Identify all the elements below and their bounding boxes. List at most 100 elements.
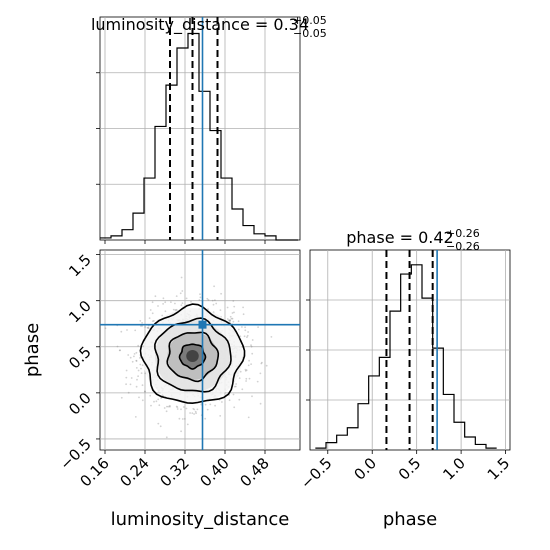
sample-point	[232, 393, 235, 396]
x-tick-label: 0.32	[156, 454, 192, 490]
sample-point	[242, 313, 245, 316]
sample-point	[151, 320, 154, 323]
sample-point	[207, 308, 209, 311]
sample-point	[165, 436, 168, 439]
sample-point	[245, 377, 248, 380]
sample-point	[140, 367, 142, 370]
sample-point	[134, 329, 137, 332]
sample-point	[168, 404, 171, 407]
sample-point	[231, 312, 234, 314]
sample-point	[190, 300, 192, 303]
sample-point	[116, 345, 119, 348]
sample-point	[146, 326, 149, 329]
sample-point	[153, 400, 155, 403]
sample-point	[120, 330, 123, 333]
hist-line-luminosity-distance	[100, 32, 298, 241]
sample-point	[139, 320, 142, 322]
sample-point	[141, 399, 144, 402]
sample-point	[226, 318, 229, 320]
title-sub-phase: −0.26	[446, 240, 480, 253]
sample-point	[160, 397, 163, 399]
sample-point	[229, 319, 232, 322]
sample-point	[235, 383, 238, 385]
sample-point	[144, 390, 146, 393]
sample-point	[133, 355, 135, 358]
sample-point	[193, 413, 196, 415]
sample-point	[250, 345, 253, 348]
sample-point	[181, 302, 184, 304]
sample-point	[177, 452, 179, 454]
sample-point	[245, 369, 248, 371]
y-tick-label: 0.0	[65, 389, 95, 419]
sample-point	[144, 326, 147, 328]
x-tick-label: 1.5	[484, 454, 514, 484]
sample-point	[138, 396, 140, 399]
sample-point	[234, 385, 237, 388]
sample-point	[151, 312, 154, 315]
sample-point	[130, 377, 133, 379]
sample-point	[129, 356, 132, 359]
sample-point	[127, 391, 130, 394]
sample-point	[198, 299, 201, 301]
title-phase: phase = 0.42	[346, 228, 453, 247]
contour-line	[166, 331, 220, 383]
sample-point	[158, 404, 161, 407]
title-sup-luminosity-distance: +0.05	[293, 14, 327, 27]
sample-point	[237, 328, 240, 331]
sample-point	[157, 422, 160, 425]
sample-point	[233, 305, 236, 308]
sample-point	[232, 300, 235, 302]
sample-point	[167, 405, 170, 408]
sample-point	[149, 394, 152, 397]
sample-point	[257, 326, 259, 328]
hist-panel-phase: −0.5 0.0 0.5 1.0 1.5 phase = 0.42 +0.26 −0.2…	[297, 227, 513, 530]
hist-panel-luminosity-distance: luminosity_distance = 0.34 +0.05 −0.05	[91, 14, 327, 244]
sample-point	[206, 297, 209, 300]
sample-point	[244, 329, 247, 332]
sample-point	[151, 301, 154, 304]
sample-point	[153, 320, 155, 322]
sample-point	[233, 406, 236, 409]
sample-point	[186, 423, 189, 426]
sample-point	[125, 369, 128, 372]
sample-point	[119, 349, 121, 352]
sample-point	[219, 415, 222, 417]
sample-point	[98, 351, 100, 353]
sample-point	[229, 315, 232, 318]
sample-point	[165, 410, 168, 413]
sample-point	[231, 317, 234, 320]
sample-point	[127, 354, 130, 356]
sample-point	[189, 412, 192, 414]
title-luminosity-distance: luminosity_distance = 0.34	[91, 15, 309, 35]
sample-point	[162, 303, 165, 305]
sample-point	[192, 407, 195, 410]
sample-point	[129, 383, 132, 386]
sample-point	[250, 344, 252, 347]
sample-point	[228, 319, 230, 322]
sample-point	[207, 299, 210, 301]
sample-point	[229, 321, 231, 323]
sample-point	[259, 372, 262, 375]
sample-point	[141, 364, 144, 367]
sample-point	[135, 360, 138, 362]
sample-point	[161, 394, 164, 397]
truth-crosshair	[100, 250, 300, 450]
sample-point	[176, 406, 179, 408]
sample-point	[139, 363, 142, 366]
truth-marker	[198, 320, 207, 329]
sample-point	[180, 276, 183, 279]
sample-point	[118, 349, 121, 352]
sample-point	[175, 308, 178, 311]
sample-point	[104, 327, 107, 330]
sample-point	[170, 301, 172, 303]
hist-grid	[100, 17, 300, 240]
sample-point	[125, 376, 128, 379]
xlabel-luminosity-distance: luminosity_distance	[111, 509, 290, 530]
sample-point	[179, 292, 182, 295]
sample-point	[247, 364, 250, 367]
x-tick-label: 0.48	[236, 454, 272, 490]
sample-point	[174, 309, 177, 312]
sample-point	[154, 295, 157, 298]
sample-point	[178, 417, 181, 420]
sample-point	[150, 404, 152, 407]
